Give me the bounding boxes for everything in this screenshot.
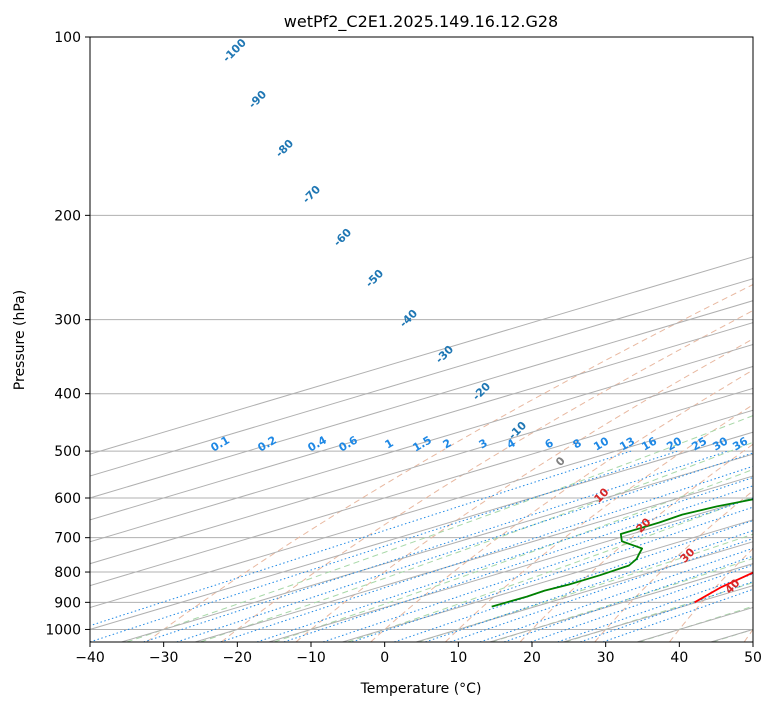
y-tick-label: 1000 <box>45 622 81 638</box>
x-tick-label: −10 <box>296 650 326 666</box>
x-tick-label: −20 <box>223 650 253 666</box>
y-tick-label: 400 <box>54 387 81 403</box>
x-tick-label: 20 <box>523 650 541 666</box>
x-tick-label: 0 <box>380 650 389 666</box>
x-tick-label: 10 <box>449 650 467 666</box>
y-tick-label: 800 <box>54 565 81 581</box>
y-axis-label: Pressure (hPa) <box>12 290 28 390</box>
x-axis-label: Temperature (°C) <box>360 681 482 697</box>
x-tick-label: 30 <box>597 650 615 666</box>
y-tick-label: 500 <box>54 444 81 460</box>
x-tick-label: −40 <box>75 650 105 666</box>
y-tick-label: 100 <box>54 30 81 46</box>
x-tick-label: 40 <box>670 650 688 666</box>
y-tick-label: 600 <box>54 491 81 507</box>
y-tick-label: 300 <box>54 313 81 329</box>
y-tick-label: 200 <box>54 208 81 224</box>
y-tick-label: 900 <box>54 595 81 611</box>
chart-title: wetPf2_C2E1.2025.149.16.12.G28 <box>284 12 558 32</box>
x-tick-label: 50 <box>744 650 762 666</box>
y-tick-label: 700 <box>54 531 81 547</box>
x-tick-label: −30 <box>149 650 179 666</box>
